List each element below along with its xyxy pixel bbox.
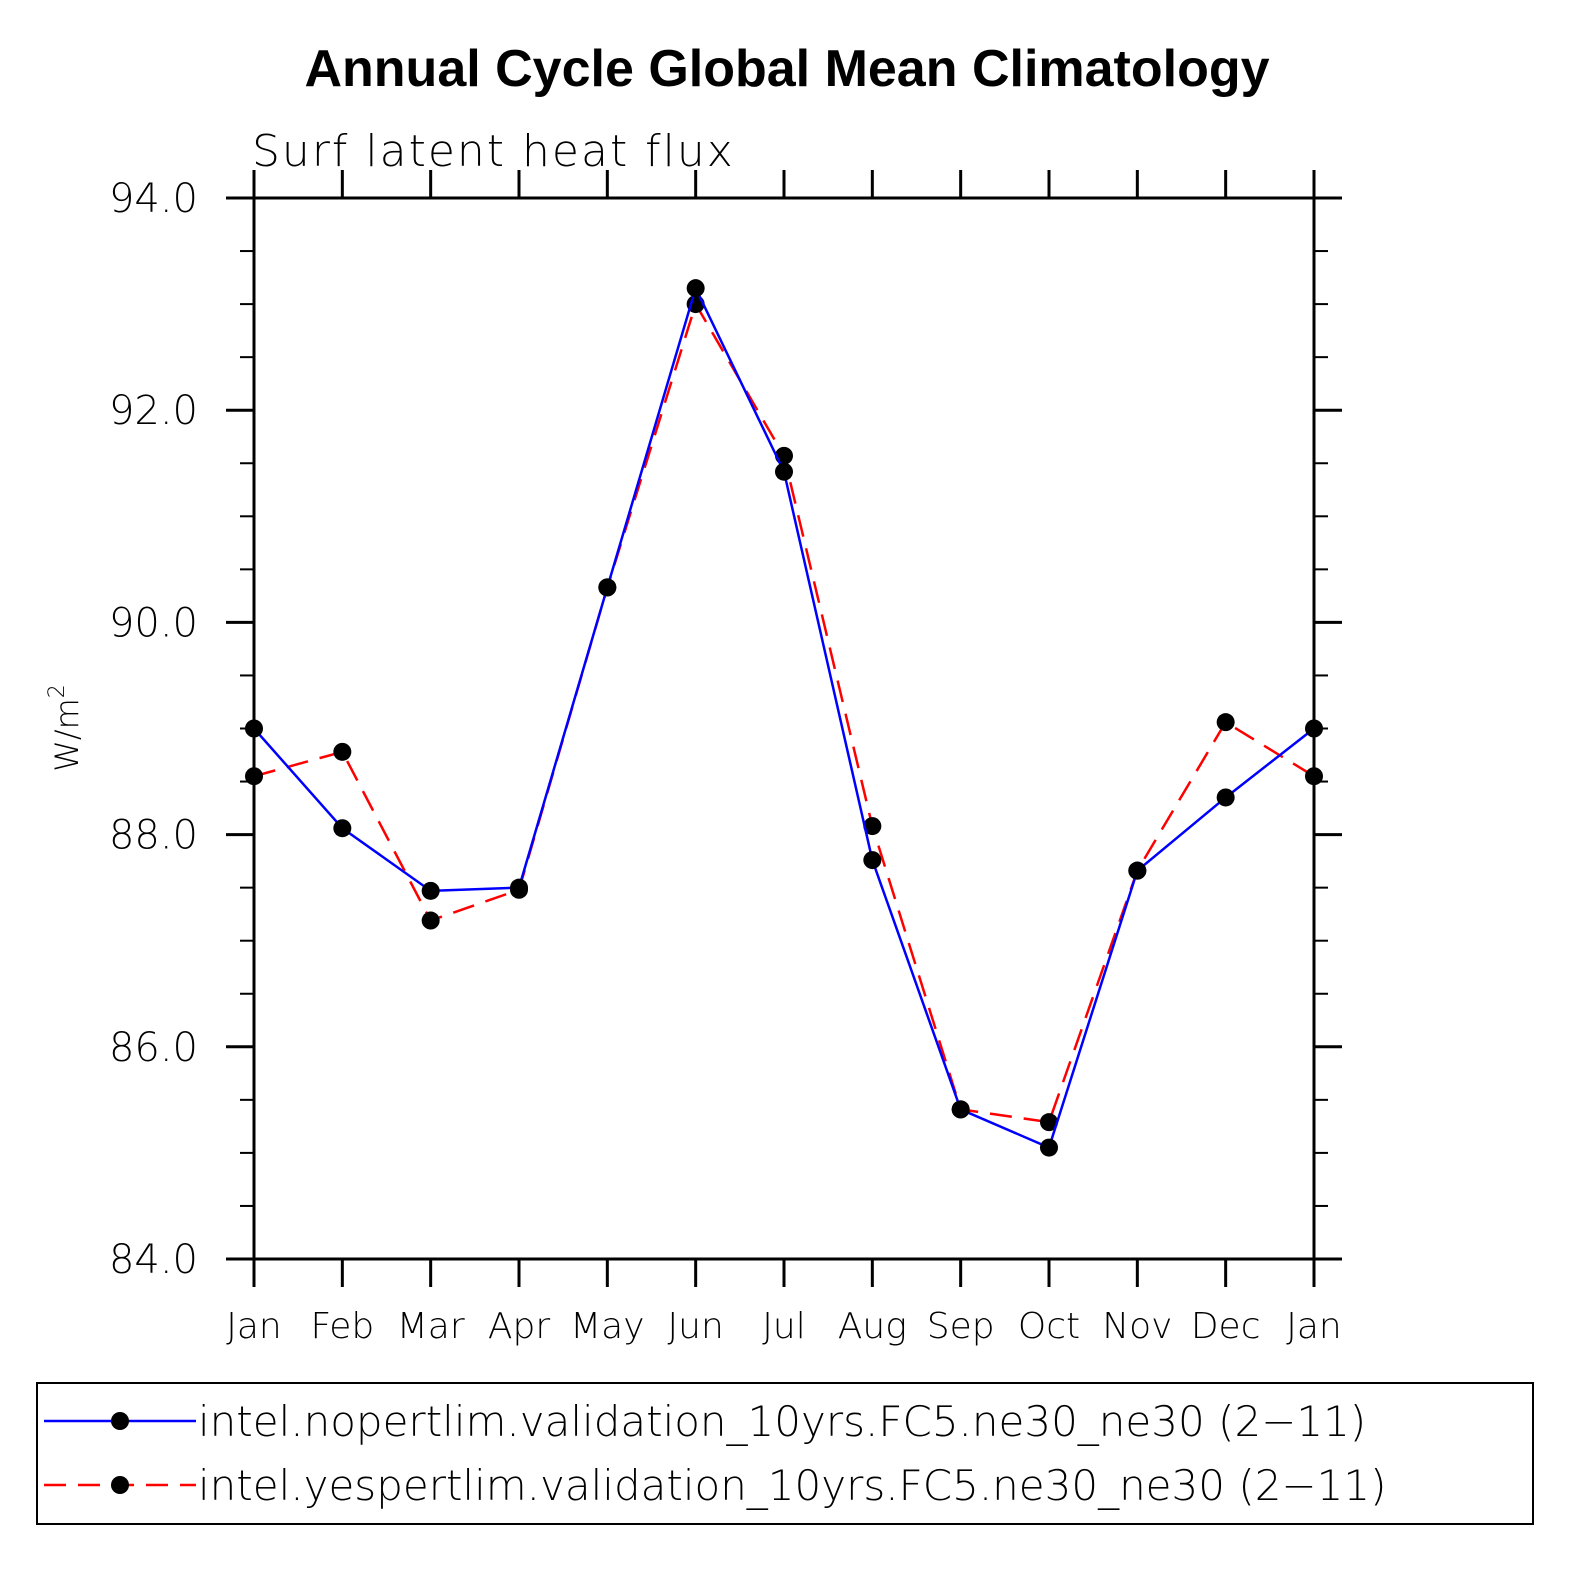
data-point <box>333 819 352 838</box>
y-axis-label-text: W/m <box>48 698 86 772</box>
data-point <box>1040 1113 1058 1132</box>
y-tick-label: 94.0 <box>109 176 198 222</box>
x-tick-label: Feb <box>310 1306 374 1347</box>
chart-subtitle: Surf latent heat flux <box>252 126 735 177</box>
series-group <box>245 279 1323 1157</box>
x-tick-label: Mar <box>397 1306 465 1347</box>
x-tick-label: Jan <box>1286 1306 1342 1347</box>
data-point <box>1040 1138 1058 1157</box>
data-point <box>863 851 882 870</box>
series-0 <box>245 279 1323 1157</box>
y-tick-label: 90.0 <box>109 600 198 646</box>
legend-marker <box>111 1476 129 1494</box>
x-tick-label: Oct <box>1018 1306 1080 1347</box>
y-tick-label: 84.0 <box>109 1237 198 1283</box>
x-tick-label: Sep <box>927 1306 995 1347</box>
y-tick-label: 88.0 <box>109 813 198 859</box>
legend-items: intel.nopertlim.validation_10yrs.FC5.ne3… <box>44 1397 1386 1510</box>
data-point <box>245 719 263 738</box>
axes <box>252 196 1316 1261</box>
data-point <box>598 578 617 597</box>
data-point <box>1216 713 1235 732</box>
legend-item: intel.nopertlim.validation_10yrs.FC5.ne3… <box>44 1397 1366 1446</box>
data-point <box>245 767 263 786</box>
y-axis-label: W/m2 <box>45 684 86 772</box>
ticks: Jan Feb Mar Apr May Jun Jul Aug Sep Oct Nov Dec Jan 8… <box>109 170 1342 1347</box>
data-point <box>421 911 440 930</box>
y-tick-label: 86.0 <box>109 1025 198 1071</box>
x-tick-label: Dec <box>1191 1306 1261 1347</box>
data-point <box>421 881 440 900</box>
x-tick-label: Jan <box>226 1306 282 1347</box>
chart-title: Annual Cycle Global Mean Climatology <box>304 40 1269 98</box>
legend-label: intel.yespertlim.validation_10yrs.FC5.ne… <box>198 1461 1386 1510</box>
legend: intel.nopertlim.validation_10yrs.FC5.ne3… <box>36 1382 1534 1525</box>
series-line <box>253 301 1315 1124</box>
data-point <box>1128 861 1147 880</box>
data-point <box>775 462 793 481</box>
legend-box <box>36 1382 1534 1525</box>
data-point <box>951 1100 970 1119</box>
legend-marker <box>111 1412 129 1430</box>
svg-text:W/m2: W/m2 <box>45 684 86 772</box>
x-tick-label: May <box>570 1306 644 1347</box>
data-point <box>1216 788 1235 807</box>
x-tick-label: Jun <box>668 1306 724 1347</box>
data-point <box>863 817 882 836</box>
legend-label: intel.nopertlim.validation_10yrs.FC5.ne3… <box>198 1397 1366 1446</box>
x-tick-label: Nov <box>1102 1306 1172 1347</box>
data-point <box>333 742 352 761</box>
series-1 <box>245 295 1323 1132</box>
data-point <box>510 878 528 897</box>
data-point <box>1305 719 1323 738</box>
series-line <box>253 284 1315 1150</box>
data-point <box>1305 767 1323 786</box>
x-tick-label: Apr <box>488 1306 550 1347</box>
x-tick-label: Aug <box>838 1306 907 1347</box>
x-tick-label: Jul <box>762 1306 805 1347</box>
plot-frame <box>252 196 1316 1261</box>
data-point <box>686 279 705 298</box>
y-tick-label: 92.0 <box>109 388 198 434</box>
legend-item: intel.yespertlim.validation_10yrs.FC5.ne… <box>44 1461 1386 1510</box>
y-axis-label-superscript: 2 <box>45 684 70 698</box>
